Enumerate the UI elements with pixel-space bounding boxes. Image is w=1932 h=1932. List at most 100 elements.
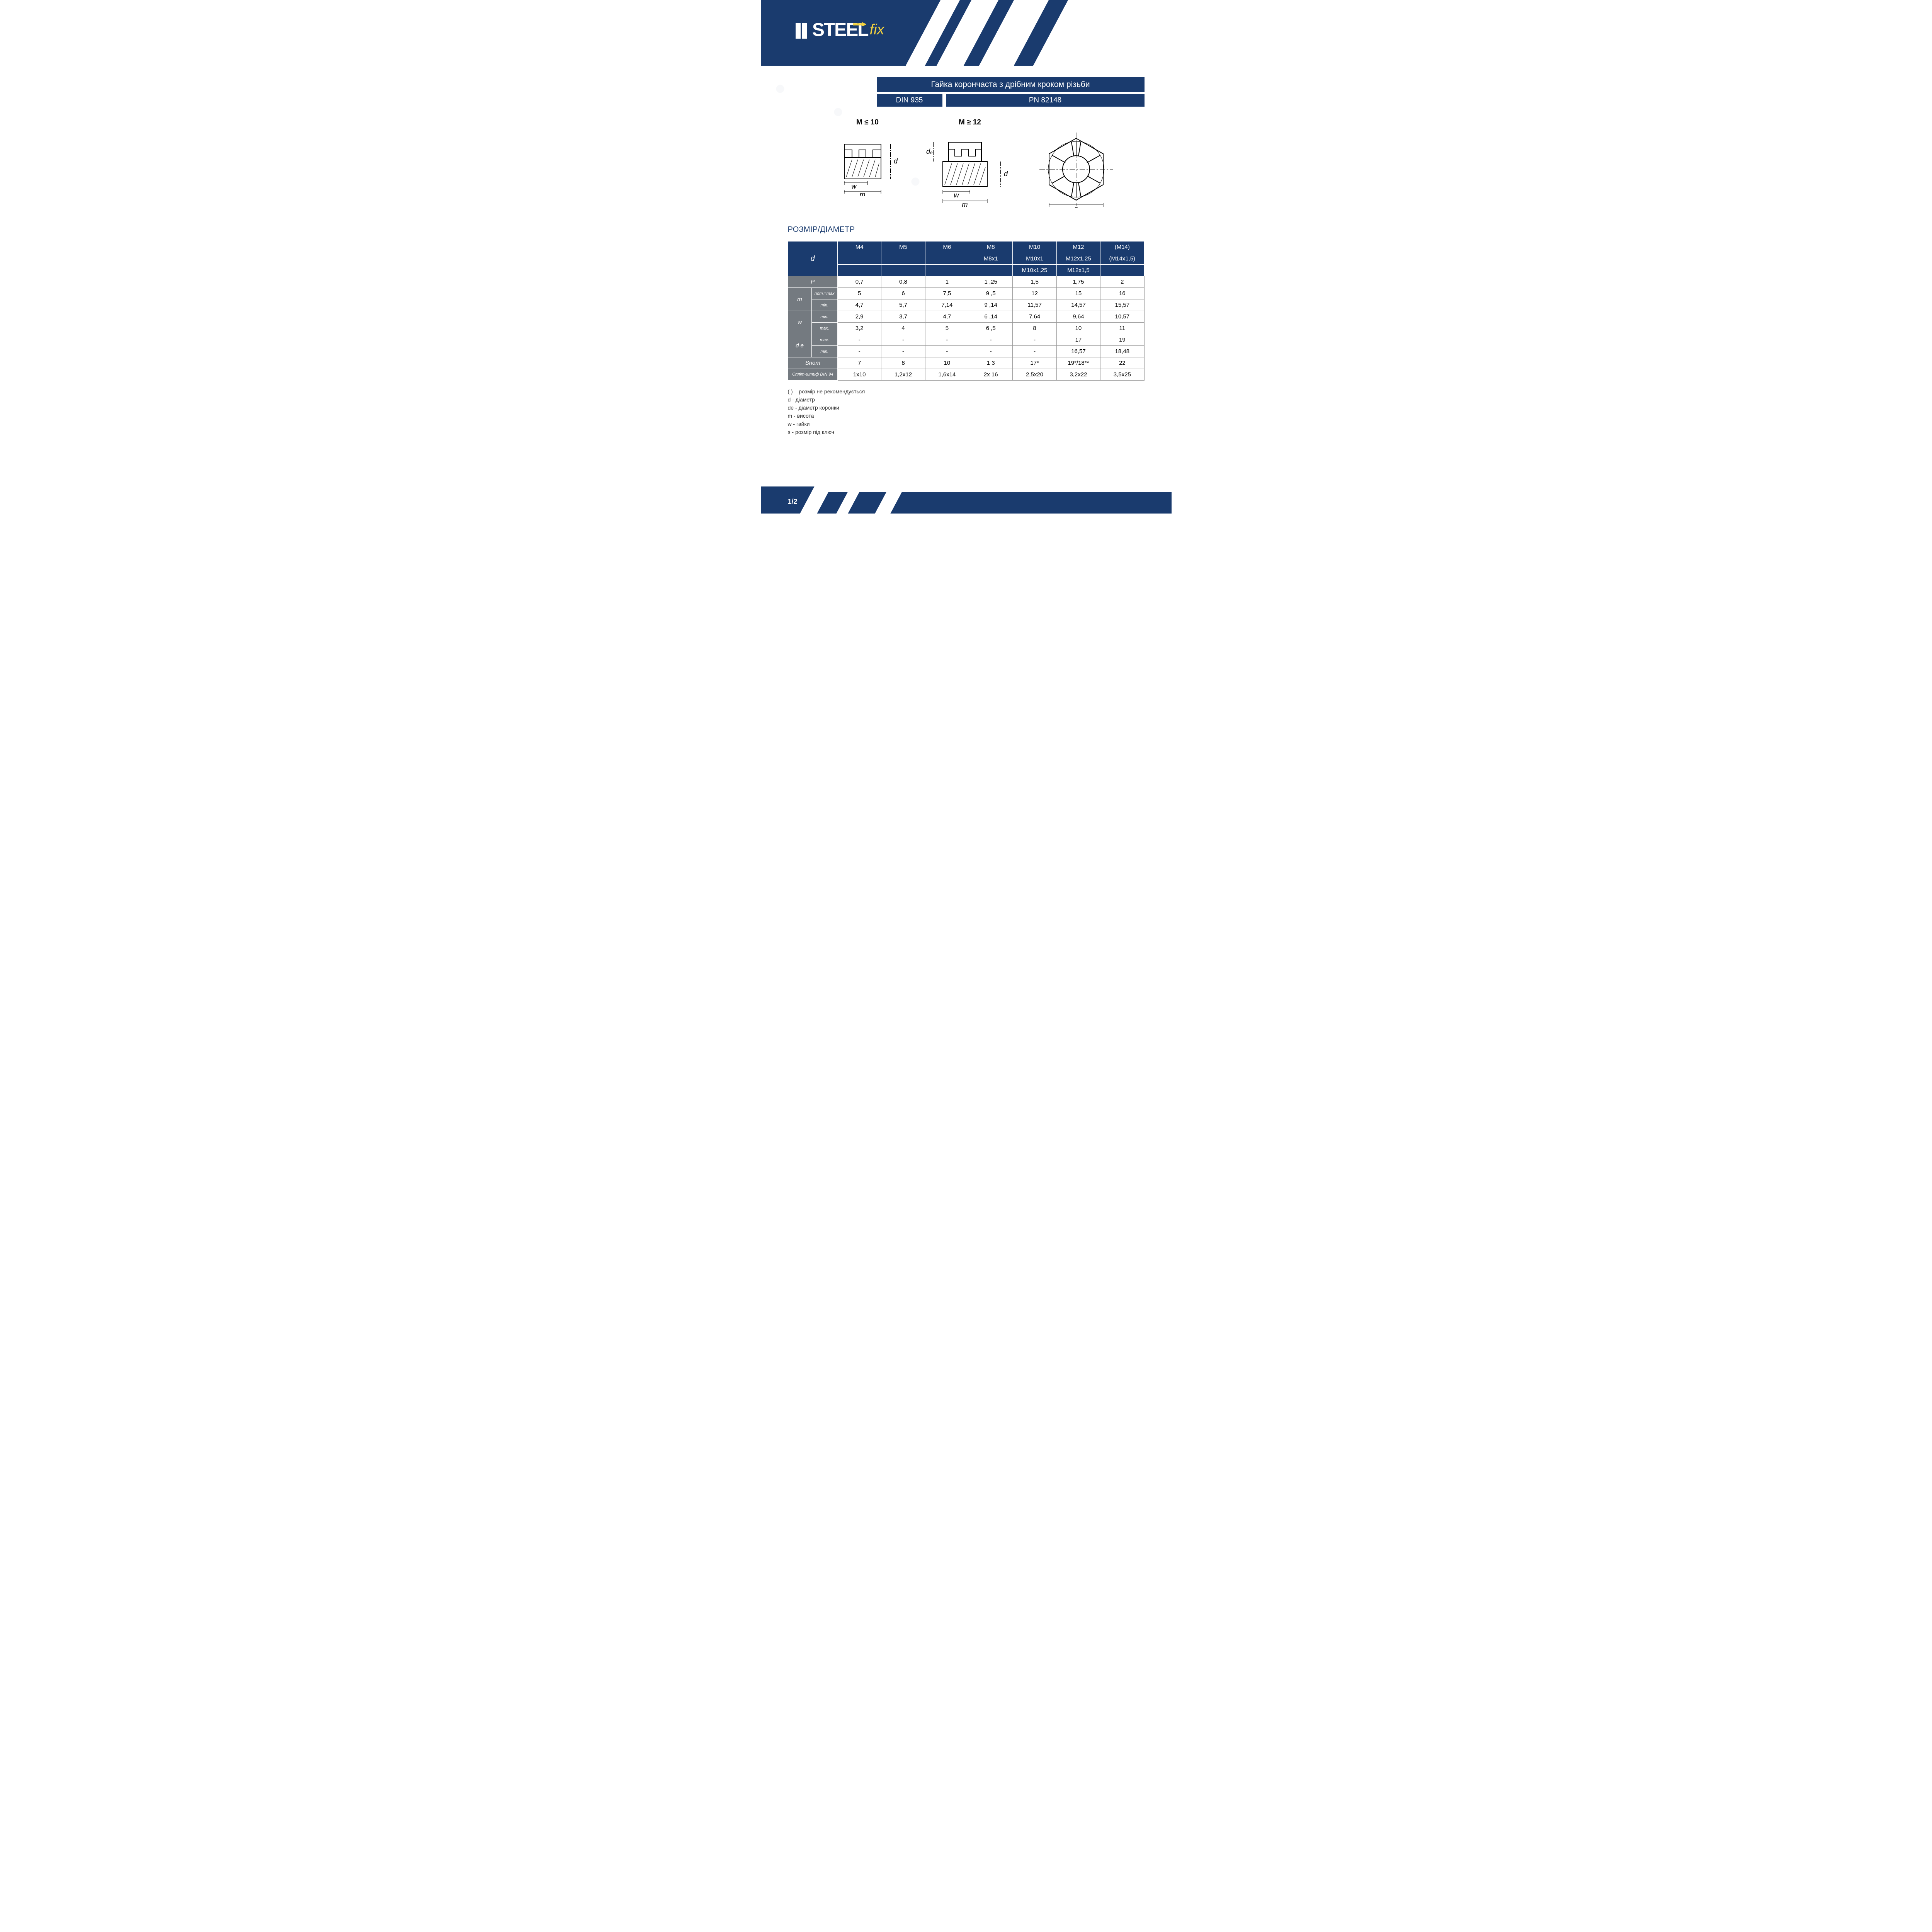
data-cell: 2x 16 [969, 369, 1013, 381]
svg-text:m: m [962, 201, 968, 208]
spec-table: dM4M5M6M8M10M12(M14)M8x1M10x1M12x1,25(M1… [788, 241, 1145, 381]
data-cell: 9 ,14 [969, 299, 1013, 311]
data-cell: 1,2x12 [881, 369, 925, 381]
data-cell: 17* [1013, 357, 1056, 369]
row-sub: max. [811, 323, 837, 334]
data-cell: 7 [838, 357, 881, 369]
data-cell: 10 [1056, 323, 1100, 334]
data-cell: - [838, 346, 881, 357]
data-cell: - [925, 334, 969, 346]
svg-text:w: w [954, 191, 959, 199]
size-head: (M14x1,5) [1100, 253, 1144, 265]
page-footer: 1/2 [761, 463, 1172, 514]
size-head: M12x1,5 [1056, 265, 1100, 276]
brand-logo: STEEL fix [796, 19, 884, 41]
row-sub: min. [811, 346, 837, 357]
screw-icon [853, 22, 866, 26]
data-cell: 1 3 [969, 357, 1013, 369]
size-head [838, 265, 881, 276]
data-cell: 19*/18** [1056, 357, 1100, 369]
legend: ( ) – розмір не рекомендуєтьсяd - діамет… [788, 388, 1145, 436]
svg-text:w: w [852, 182, 857, 190]
svg-text:m: m [860, 191, 866, 196]
size-head [881, 265, 925, 276]
size-head: M5 [881, 242, 925, 253]
row-head: w [788, 311, 811, 334]
data-cell: 15 [1056, 288, 1100, 299]
size-head: M12x1,25 [1056, 253, 1100, 265]
svg-text:dₑ: dₑ [926, 148, 933, 155]
data-cell: 6 ,14 [969, 311, 1013, 323]
data-cell: 2,9 [838, 311, 881, 323]
size-head [969, 265, 1013, 276]
data-cell: 15,57 [1100, 299, 1144, 311]
row-head: P [788, 276, 838, 288]
data-cell: 1x10 [838, 369, 881, 381]
data-cell: - [1013, 334, 1056, 346]
size-head: M12 [1056, 242, 1100, 253]
data-cell: 0,7 [838, 276, 881, 288]
row-sub: max. [811, 334, 837, 346]
data-cell: 5 [925, 323, 969, 334]
page-number: 1/2 [788, 498, 798, 506]
data-cell: - [969, 334, 1013, 346]
data-cell: 5 [838, 288, 881, 299]
brand-fix: fix [870, 22, 884, 38]
row-sub: min. [811, 311, 837, 323]
row-head: Спліт-штиф DIN 94 [788, 369, 838, 381]
row-sub: nom.=max [811, 288, 837, 299]
svg-text:s: s [1075, 205, 1078, 208]
data-cell: 5,7 [881, 299, 925, 311]
data-cell: 4 [881, 323, 925, 334]
data-cell: - [1013, 346, 1056, 357]
brand-steel: STEEL [796, 19, 868, 41]
data-cell: - [838, 334, 881, 346]
legend-line: ( ) – розмір не рекомендується [788, 388, 1145, 396]
data-cell: 22 [1100, 357, 1144, 369]
data-cell: 3,5x25 [1100, 369, 1144, 381]
legend-line: de - діаметр коронки [788, 404, 1145, 412]
data-cell: 7,14 [925, 299, 969, 311]
data-cell: 3,2x22 [1056, 369, 1100, 381]
nut-top-icon: s [1037, 131, 1115, 208]
standards-row: DIN 935 PN 82148 [877, 94, 1145, 107]
size-head: M6 [925, 242, 969, 253]
row-sub: min. [811, 299, 837, 311]
data-cell: 12 [1013, 288, 1056, 299]
data-cell: 3,7 [881, 311, 925, 323]
data-cell: 10 [925, 357, 969, 369]
legend-line: w - гайки [788, 420, 1145, 428]
product-title: Гайка корончаста з дрібним кроком різьби [877, 77, 1145, 92]
page-header: STEEL fix [761, 0, 1172, 66]
data-cell: 9 ,5 [969, 288, 1013, 299]
size-head: M4 [838, 242, 881, 253]
standard-din: DIN 935 [877, 94, 942, 107]
size-head [881, 253, 925, 265]
legend-line: m - висота [788, 412, 1145, 420]
nut-side-large-icon: dₑ d w m [925, 131, 1014, 208]
data-cell: 6 [881, 288, 925, 299]
data-cell: - [969, 346, 1013, 357]
size-head: (M14) [1100, 242, 1144, 253]
standard-pn: PN 82148 [946, 94, 1145, 107]
row-head: d e [788, 334, 811, 357]
data-cell: 11 [1100, 323, 1144, 334]
data-cell: 7,5 [925, 288, 969, 299]
data-cell: 10,57 [1100, 311, 1144, 323]
diagram-m-le-10: M ≤ 10 d w m [833, 118, 902, 210]
diagram-m-ge-12: M ≥ 12 dₑ d [925, 118, 1014, 210]
svg-text:d: d [1004, 170, 1008, 178]
size-head [1100, 265, 1144, 276]
data-cell: 4,7 [925, 311, 969, 323]
page-content: Гайка корончаста з дрібним кроком різьби… [761, 66, 1172, 436]
legend-line: s - розмір під ключ [788, 428, 1145, 436]
data-cell: 11,57 [1013, 299, 1056, 311]
size-head: M10 [1013, 242, 1056, 253]
data-cell: 16,57 [1056, 346, 1100, 357]
size-head: M10x1,25 [1013, 265, 1056, 276]
data-cell: 1 ,25 [969, 276, 1013, 288]
data-cell: 3,2 [838, 323, 881, 334]
data-cell: 17 [1056, 334, 1100, 346]
size-head [925, 253, 969, 265]
data-cell: 18,48 [1100, 346, 1144, 357]
